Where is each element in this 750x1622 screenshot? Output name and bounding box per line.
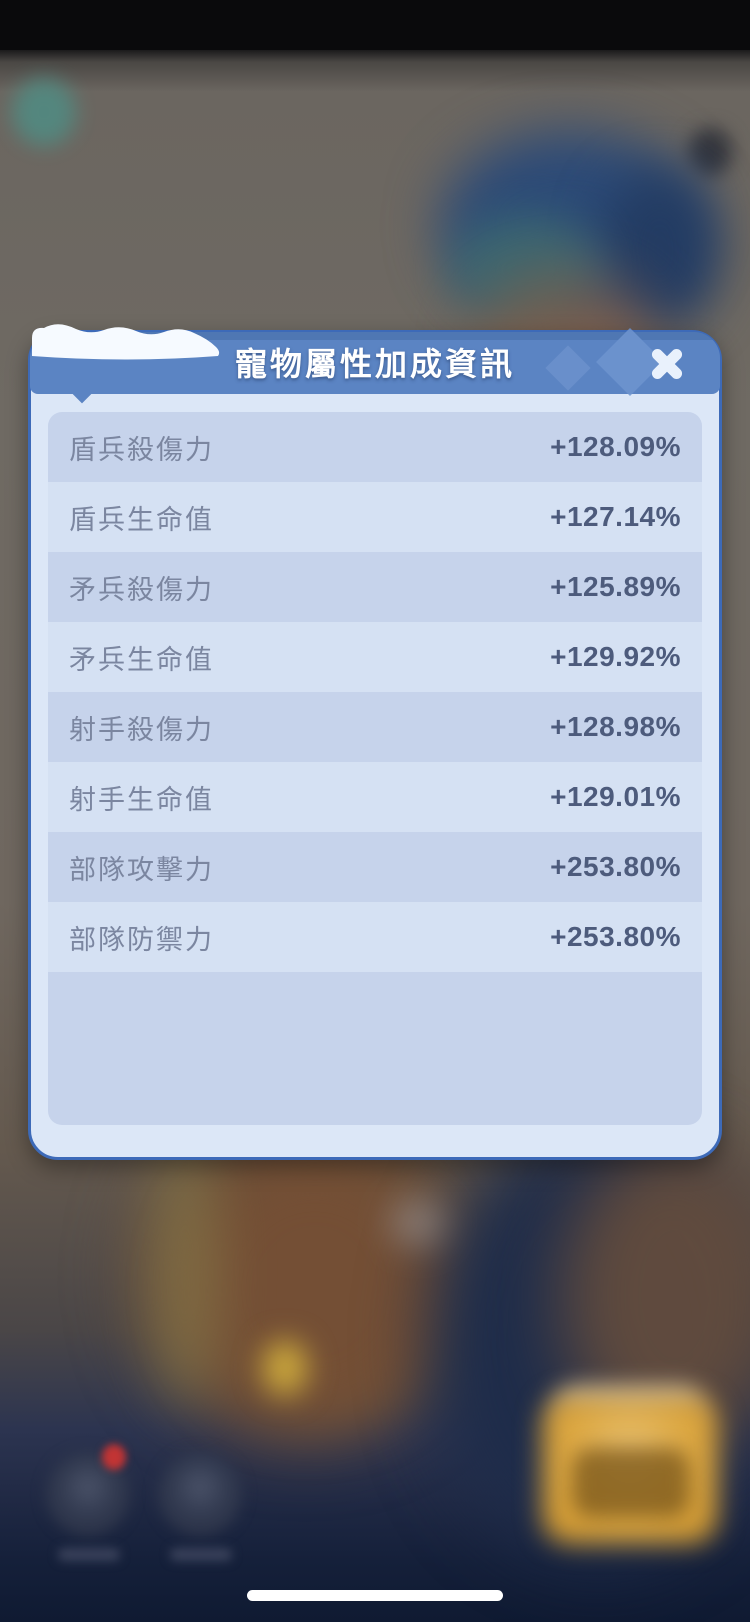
stat-label: 射手殺傷力	[69, 714, 214, 745]
stat-value: +128.09%	[550, 431, 681, 462]
stat-row: 部隊攻擊力 +253.80%	[48, 832, 702, 902]
hud-button-label-2	[170, 1548, 232, 1561]
stat-row: 盾兵殺傷力 +128.09%	[48, 412, 702, 482]
status-bar	[0, 0, 750, 50]
background-glow	[262, 1340, 308, 1396]
home-indicator[interactable]	[247, 1590, 503, 1601]
top-left-hud-icon	[12, 78, 76, 146]
hud-button-label-1	[58, 1548, 120, 1561]
dialog-header: 寵物屬性加成資訊	[30, 324, 720, 404]
table-filler	[48, 972, 702, 1125]
dialog-title: 寵物屬性加成資訊	[234, 346, 515, 382]
stat-label: 射手生命值	[69, 784, 214, 815]
chest-opening	[572, 1448, 690, 1518]
background-light-speck	[390, 1200, 445, 1245]
stat-value: +129.92%	[550, 641, 681, 672]
stats-table: 盾兵殺傷力 +128.09% 盾兵生命值 +127.14% 矛兵殺傷力 +125…	[48, 412, 702, 1125]
stat-value: +127.14%	[550, 501, 681, 532]
stat-value: +253.80%	[550, 921, 681, 952]
notification-badge	[102, 1444, 126, 1470]
hud-menu-button-2[interactable]	[158, 1452, 242, 1536]
stat-row: 射手生命值 +129.01%	[48, 762, 702, 832]
background-egg-core	[190, 1160, 440, 1420]
stat-value: +125.89%	[550, 571, 681, 602]
stat-label: 矛兵殺傷力	[69, 574, 214, 605]
stat-label: 盾兵殺傷力	[69, 434, 214, 465]
stat-row: 部隊防禦力 +253.80%	[48, 902, 702, 972]
top-right-hud-icon	[688, 128, 732, 176]
stat-label: 部隊攻擊力	[69, 854, 214, 885]
stat-label: 部隊防禦力	[69, 924, 214, 955]
stat-label: 矛兵生命值	[69, 644, 214, 675]
stat-row: 矛兵生命值 +129.92%	[48, 622, 702, 692]
stat-value: +253.80%	[550, 851, 681, 882]
stat-label: 盾兵生命值	[69, 504, 214, 535]
background-egg-rim	[150, 1130, 220, 1410]
snow-cap-icon	[32, 324, 220, 360]
close-button[interactable]	[644, 341, 690, 387]
pet-bonus-dialog: 寵物屬性加成資訊 盾兵殺傷力 +128.09% 盾兵生命值 +127.14% 矛…	[28, 324, 722, 1160]
stat-row: 盾兵生命值 +127.14%	[48, 482, 702, 552]
stat-value: +128.98%	[550, 711, 681, 742]
stat-row: 矛兵殺傷力 +125.89%	[48, 552, 702, 622]
stat-row: 射手殺傷力 +128.98%	[48, 692, 702, 762]
stat-value: +129.01%	[550, 781, 681, 812]
